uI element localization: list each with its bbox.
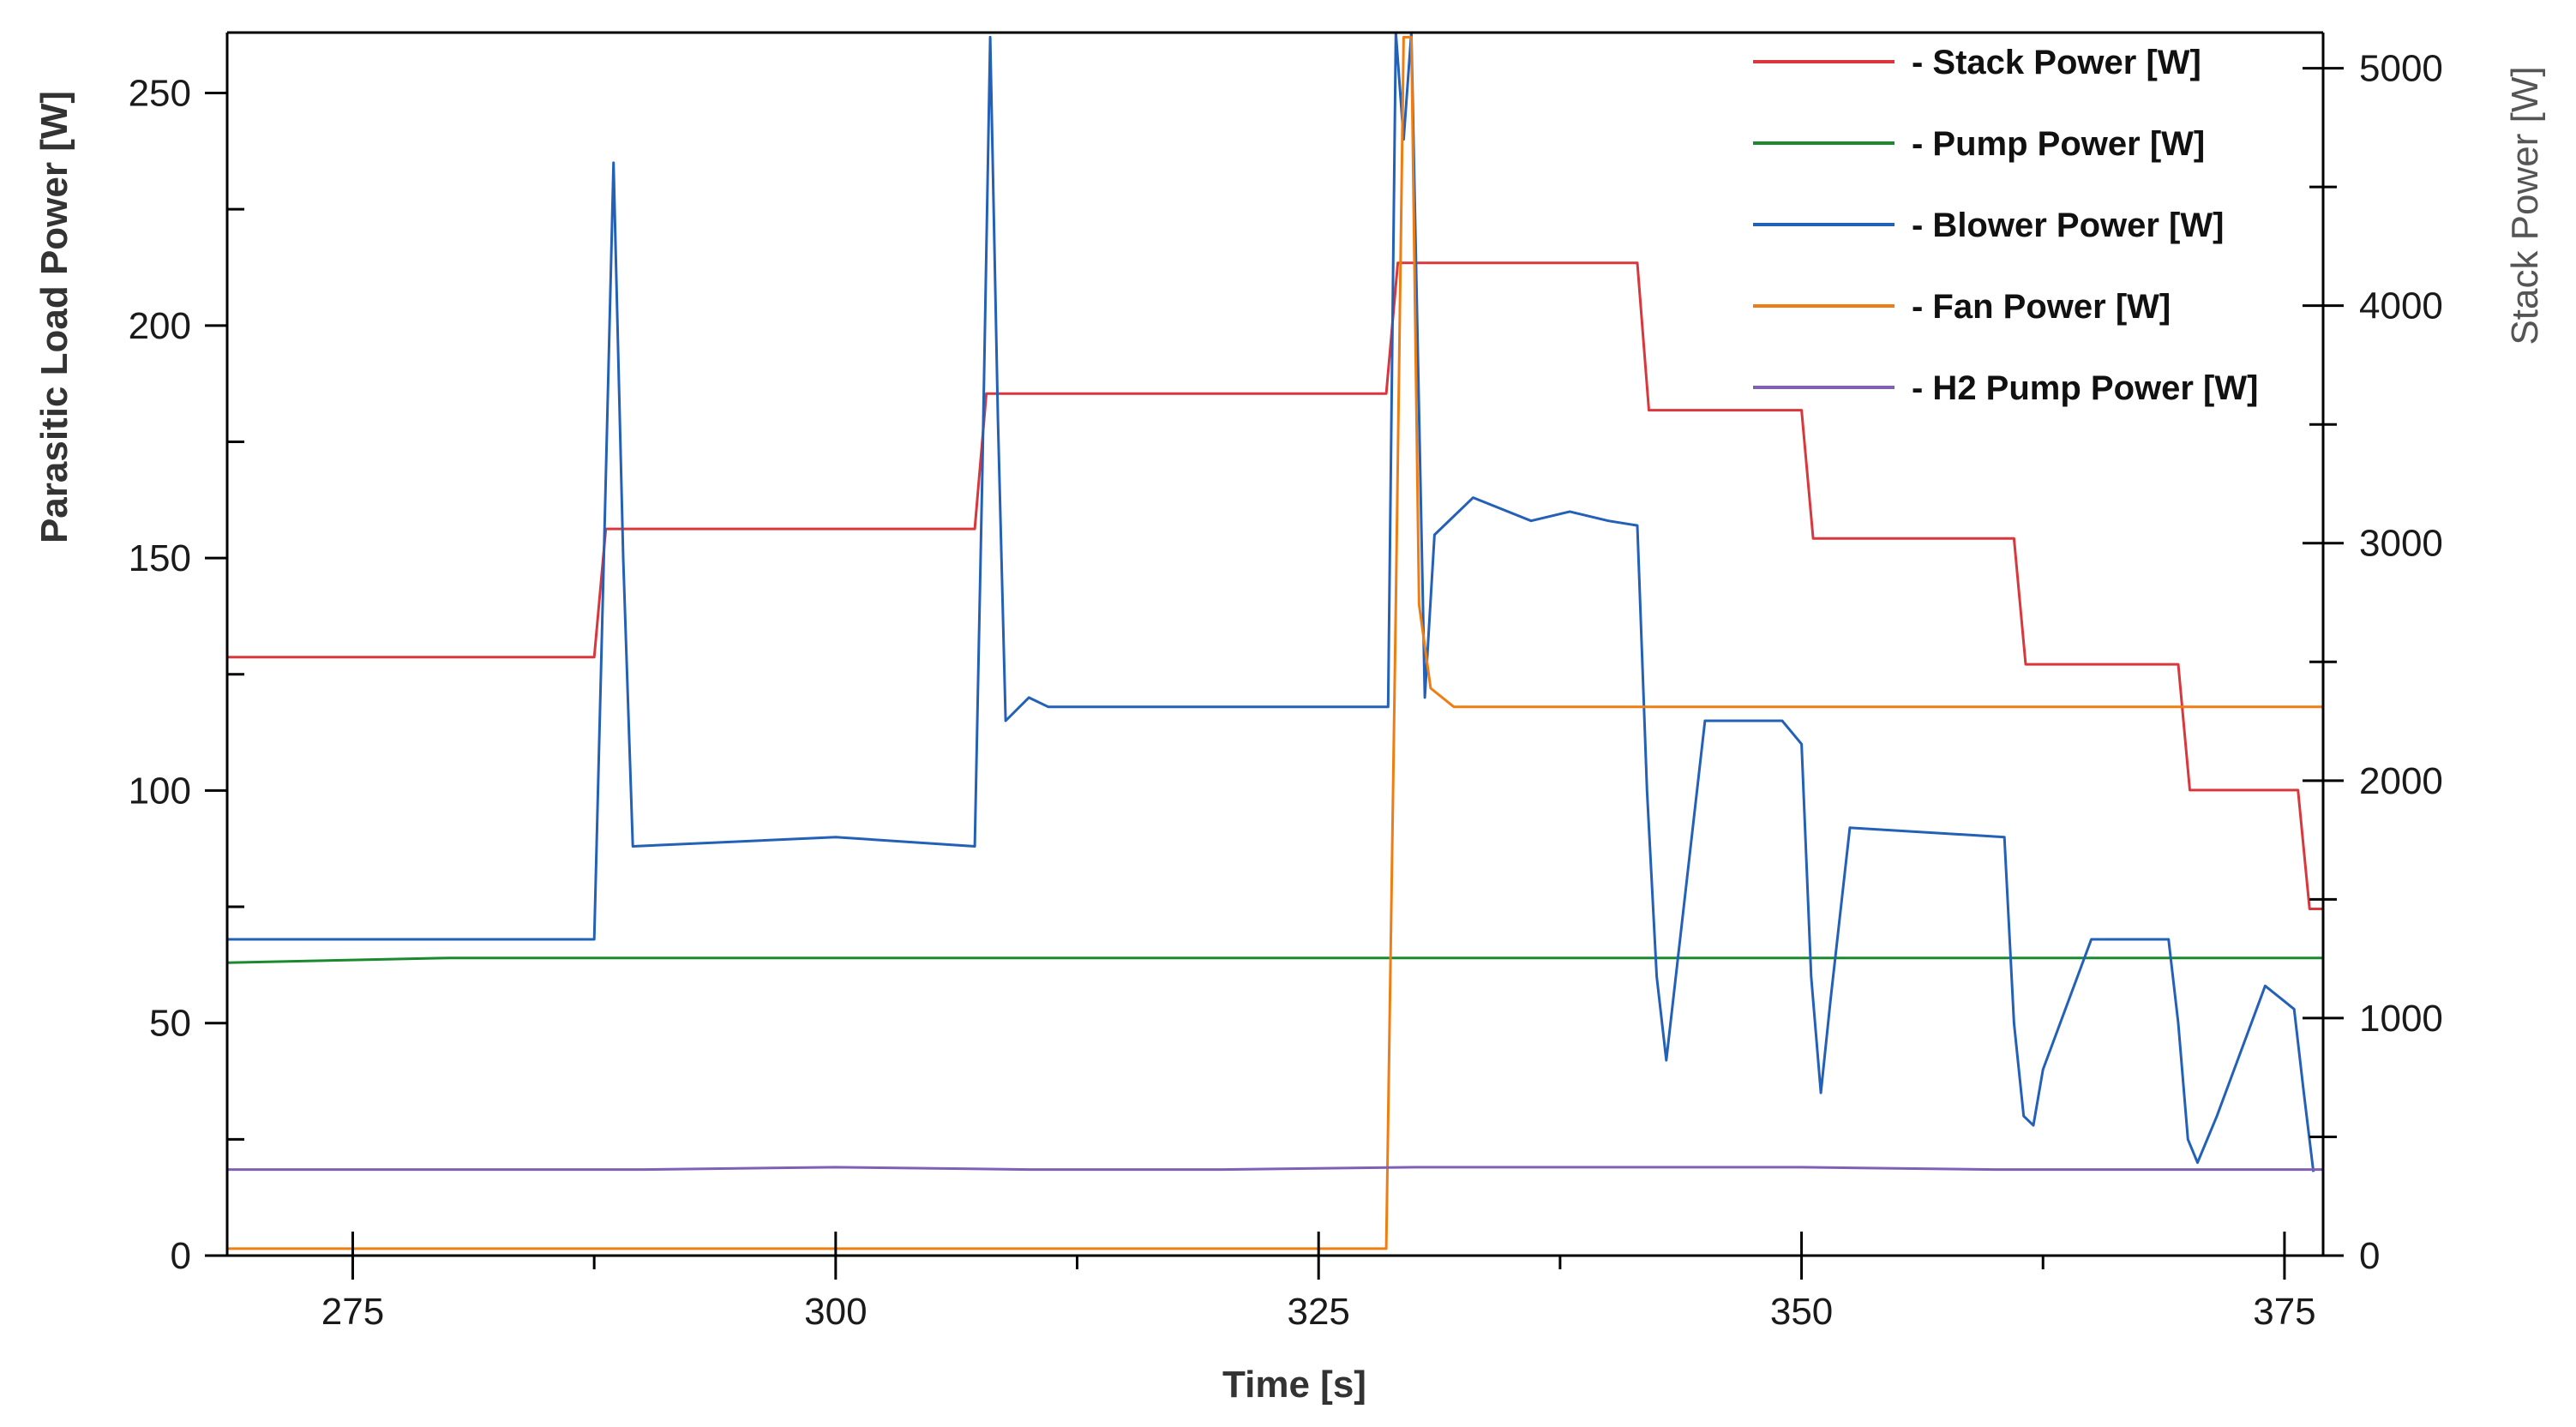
y-tick-label-left: 0	[171, 1235, 191, 1277]
legend-label-blower-power: - Blower Power [W]	[1912, 207, 2224, 244]
legend-label-fan-power: - Fan Power [W]	[1912, 288, 2171, 326]
y-axis-title-left: Parasitic Load Power [W]	[33, 91, 75, 543]
x-tick-label: 275	[321, 1291, 384, 1333]
x-axis-title: Time [s]	[1222, 1364, 1366, 1406]
series-line-pump-power	[226, 956, 2323, 964]
y-tick-label-right: 5000	[2359, 48, 2443, 90]
series-line-blower-power	[227, 31, 2315, 1172]
x-tick-label: 325	[1287, 1291, 1349, 1333]
y-tick-label-left: 50	[149, 1003, 191, 1045]
y-tick-label-left: 150	[129, 537, 191, 579]
legend-label-h2-pump-power: - H2 Pump Power [W]	[1912, 369, 2258, 407]
y-tick-label-left: 200	[129, 305, 191, 347]
y-tick-label-right: 3000	[2359, 523, 2443, 565]
x-tick-label: 375	[2253, 1291, 2315, 1333]
series-line-fan-power	[227, 35, 2323, 1250]
plot-series	[226, 31, 2323, 1250]
y-tick-label-left: 100	[129, 770, 191, 812]
series-line-stack-power	[227, 261, 2323, 910]
y-axis-title-right: Stack Power [W]	[2504, 66, 2546, 345]
y-tick-label-left: 250	[129, 73, 191, 115]
axes	[225, 31, 2325, 1257]
x-tick-label: 350	[1770, 1291, 1833, 1333]
x-tick-label: 300	[804, 1291, 867, 1333]
legend: - Stack Power [W] - Pump Power [W] - Blowe…	[1753, 44, 2258, 407]
y-tick-label-right: 2000	[2359, 760, 2443, 802]
ticks: 275 300 325 350 375 0 50 100 150 200 250 0 1000 2000 3…	[129, 48, 2443, 1333]
y-tick-label-right: 1000	[2359, 998, 2443, 1040]
legend-label-pump-power: - Pump Power [W]	[1912, 125, 2205, 163]
legend-label-stack-power: - Stack Power [W]	[1912, 44, 2201, 81]
y-tick-label-right: 0	[2359, 1235, 2380, 1277]
y-tick-label-right: 4000	[2359, 285, 2443, 327]
series-line-h2-pump-power	[227, 1166, 2323, 1172]
